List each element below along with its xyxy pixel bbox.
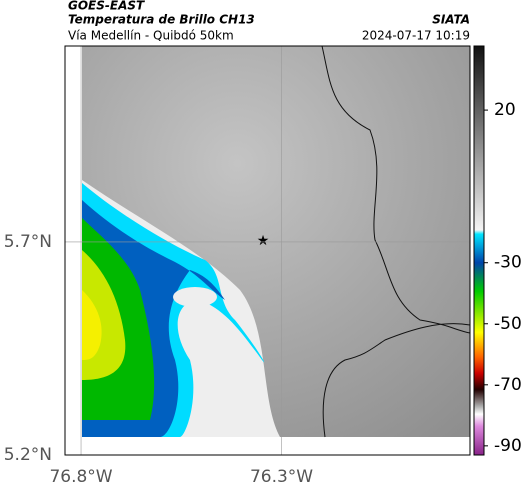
title: Temperatura de Brillo CH13	[68, 13, 255, 27]
colorbar	[473, 45, 485, 456]
colorbar-tick-label: -70	[494, 375, 522, 395]
subtitle: Vía Medellín - Quibdó 50km	[68, 29, 234, 43]
city-marker: ★	[257, 233, 270, 249]
colorbar-tick-label: 20	[494, 100, 516, 120]
colorbar-tick-label: -30	[494, 253, 522, 273]
y-tick-label: 5.7°N	[4, 232, 52, 252]
credit: SIATA	[432, 13, 470, 27]
map-image: ★	[82, 45, 471, 438]
border-line	[321, 45, 471, 438]
axis-ticks: 76.8°W 76.3°W 5.7°N 5.2°N 20 -30 -50 -70 -90	[4, 46, 522, 487]
cloud-core	[82, 290, 102, 360]
x-tick-label: 76.8°W	[49, 467, 112, 487]
datetime: 2024-07-17 10:19	[362, 29, 470, 43]
map-frame	[64, 45, 471, 456]
clear-hole	[173, 287, 217, 307]
colorbar-tick-label: -90	[494, 436, 522, 456]
source: GOES-EAST	[68, 0, 145, 13]
y-tick-label: 5.2°N	[4, 445, 52, 465]
x-tick-label: 76.3°W	[250, 467, 313, 487]
colorbar-tick-label: -50	[494, 314, 522, 334]
